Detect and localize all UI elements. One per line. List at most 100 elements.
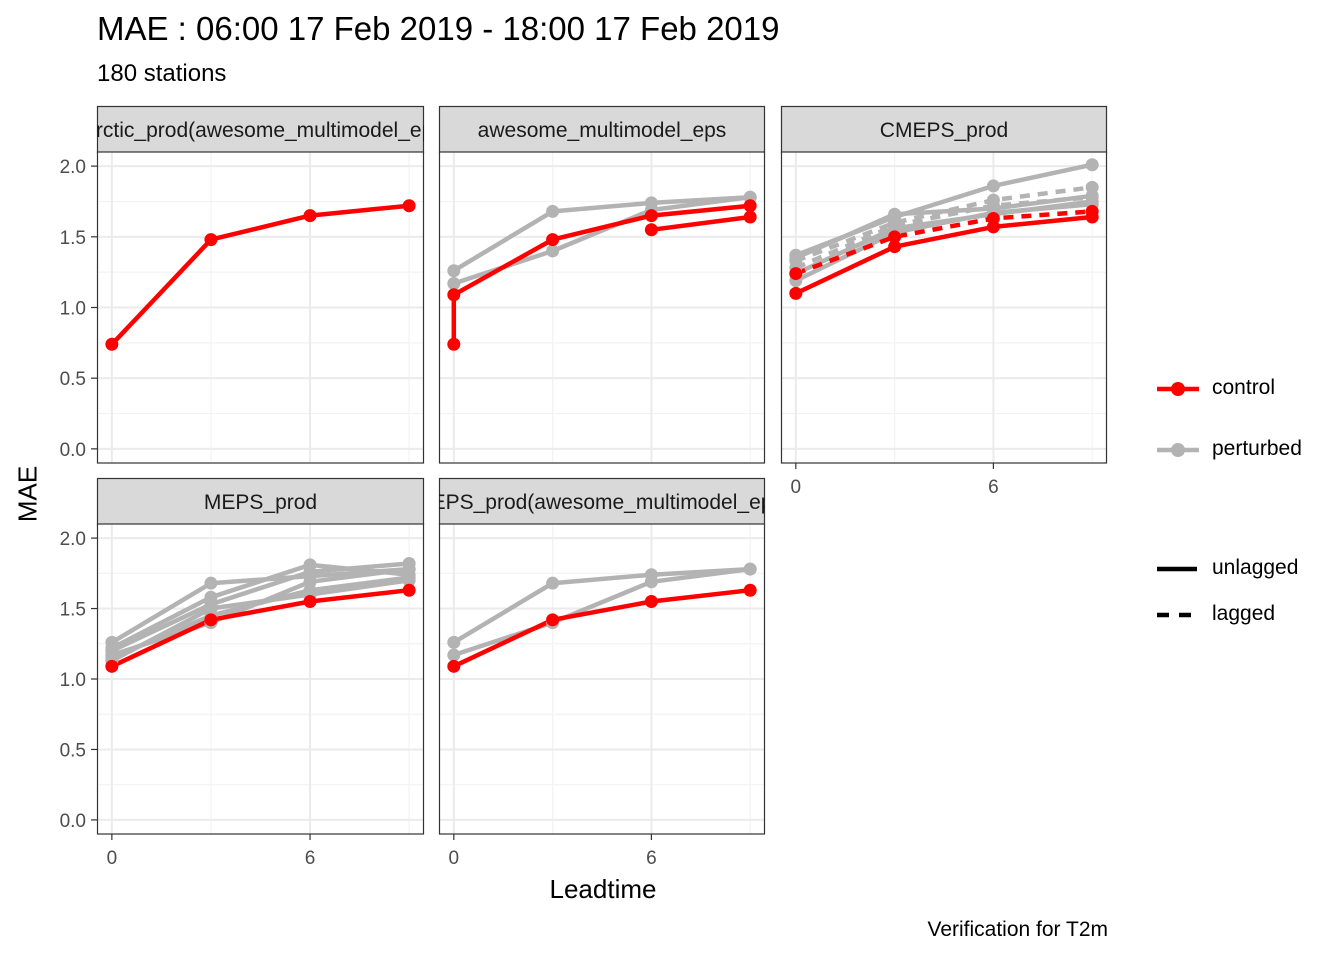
data-point-control <box>743 199 757 213</box>
data-point-perturbed <box>986 179 1000 193</box>
panel-5: MEPS_prod(awesome_multimodel_eps) 0 6 <box>414 477 790 869</box>
data-point-perturbed <box>447 635 461 649</box>
series-line-perturbed-unlagged <box>451 566 753 645</box>
facet-strip <box>438 105 766 154</box>
data-point-control <box>105 659 119 673</box>
x-tick-label: 6 <box>305 848 316 869</box>
panel-border <box>780 151 1108 464</box>
data-point-control <box>402 583 416 597</box>
data-point-control <box>644 223 658 237</box>
data-point-control <box>447 288 461 302</box>
data-point-control <box>1085 210 1099 224</box>
series-line-perturbed-unlagged <box>451 566 753 658</box>
panel-4: MEPS_prod 0.0 0.5 1.0 1.5 2.0 0 6 <box>60 477 425 869</box>
panel-3: CMEPS_prod 0 6 <box>780 105 1108 498</box>
panel-2: awesome_multimodel_eps <box>438 105 766 464</box>
data-point-perturbed <box>447 648 461 662</box>
data-point-control <box>447 659 461 673</box>
x-axis-label: Leadtime <box>549 874 657 904</box>
y-tick-label: 1.5 <box>60 228 86 249</box>
data-point-control <box>789 286 803 300</box>
y-tick-label: 0.5 <box>60 740 86 761</box>
series-line-control-unlagged <box>793 214 1095 296</box>
data-point-perturbed <box>789 251 803 265</box>
series-line-perturbed-unlagged <box>109 578 412 663</box>
legend <box>1157 382 1199 618</box>
data-point-perturbed <box>204 602 218 616</box>
data-point-control <box>888 230 902 244</box>
data-point-control <box>204 233 218 247</box>
data-point-perturbed <box>546 576 560 590</box>
panel-border <box>438 151 766 464</box>
y-tick-label: 1.0 <box>60 299 86 320</box>
x-tick-label: 0 <box>449 848 460 869</box>
legend-key-perturbed-point <box>1171 443 1185 457</box>
data-point-perturbed <box>546 204 560 218</box>
data-point-control <box>743 210 757 224</box>
series-line-perturbed-unlagged <box>793 202 1095 283</box>
x-tick-label: 0 <box>791 477 802 498</box>
legend-label-control: control <box>1212 376 1276 399</box>
panel-border <box>438 523 766 835</box>
panel-border <box>96 151 425 464</box>
facet-strip <box>96 477 425 526</box>
y-tick-label: 0.0 <box>60 811 86 832</box>
data-point-control <box>402 199 416 213</box>
series-line-control-unlagged <box>451 587 753 669</box>
data-point-control <box>888 240 902 254</box>
series-line-control-unlagged <box>109 203 412 347</box>
facet-strip <box>780 105 1108 154</box>
y-tick-label: 0.0 <box>60 440 86 461</box>
series-line-perturbed-lagged <box>794 194 1093 270</box>
chart-title: MAE : 06:00 17 Feb 2019 - 18:00 17 Feb 2… <box>97 10 780 47</box>
data-point-perturbed <box>1085 158 1099 172</box>
x-tick-label: 0 <box>107 848 118 869</box>
data-point-control <box>303 595 317 608</box>
data-point-control <box>644 595 658 608</box>
data-point-control <box>204 613 218 627</box>
data-point-control <box>105 337 119 351</box>
data-point-perturbed <box>644 575 658 589</box>
data-point-perturbed <box>303 565 317 579</box>
data-point-perturbed <box>447 276 461 290</box>
series-line-control-unlagged <box>649 214 753 233</box>
legend-label-lagged: lagged <box>1212 602 1276 625</box>
data-point-perturbed <box>204 576 218 590</box>
panel-1: _Arctic_prod(awesome_multimodel_eps) 0.0 0… <box>60 105 451 464</box>
series-line-perturbed-lagged <box>794 185 1093 263</box>
data-point-perturbed <box>546 244 560 258</box>
facet-strip-label: awesome_multimodel_eps <box>478 119 727 142</box>
legend-key-control-point <box>1171 382 1185 396</box>
data-point-perturbed <box>402 573 416 587</box>
y-tick-label: 2.0 <box>60 157 86 178</box>
series-line-perturbed-unlagged <box>109 561 412 654</box>
data-point-control <box>986 220 1000 234</box>
data-point-control <box>546 613 560 627</box>
data-point-control <box>743 583 757 597</box>
data-point-control <box>303 209 317 223</box>
series-line-control-unlagged <box>109 587 412 669</box>
panel-border <box>96 523 425 835</box>
x-tick-label: 6 <box>988 477 999 498</box>
legend-label-unlagged: unlagged <box>1212 556 1299 579</box>
data-point-perturbed <box>447 264 461 278</box>
x-tick-label: 6 <box>646 848 657 869</box>
facet-strip <box>96 105 425 154</box>
y-tick-label: 2.0 <box>60 529 86 550</box>
data-point-control <box>644 209 658 223</box>
series-line-perturbed-unlagged <box>451 194 753 273</box>
data-point-perturbed <box>888 207 902 221</box>
data-point-control <box>546 233 560 247</box>
data-point-control <box>447 337 461 351</box>
facet-strip-label: _Arctic_prod(awesome_multimodel_eps) <box>69 119 451 142</box>
y-tick-label: 0.5 <box>60 369 86 390</box>
legend-label-perturbed: perturbed <box>1212 437 1302 460</box>
series-line-control-lagged <box>795 209 1093 276</box>
y-tick-label: 1.5 <box>60 600 86 621</box>
facet-strip-label: MEPS_prod(awesome_multimodel_eps) <box>414 491 790 514</box>
chart-caption: Verification for T2m <box>927 918 1108 941</box>
data-point-control <box>789 267 803 281</box>
data-point-perturbed <box>743 562 757 576</box>
facet-strip-label: MEPS_prod <box>204 491 317 514</box>
